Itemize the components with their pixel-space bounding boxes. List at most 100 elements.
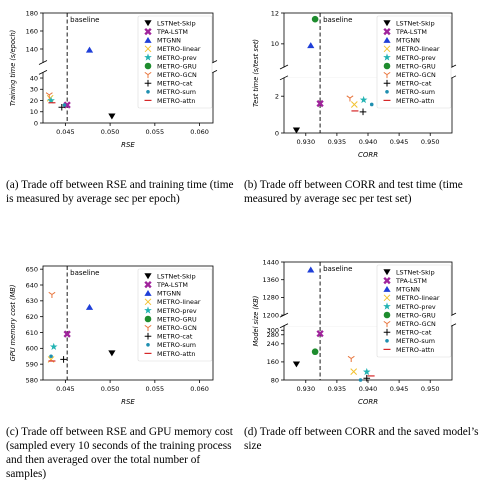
chart-a: 0.045 0.050 0.055 0.060 0 10 20 30 40 140 160 180 RS… xyxy=(9,9,218,149)
y-tick-label-d-1: 160 xyxy=(267,358,279,366)
x-tick-label-c-1: 0.050 xyxy=(101,385,120,393)
x-tick-label-a-2: 0.055 xyxy=(146,128,165,136)
x-tick-label-b-0: 0.930 xyxy=(296,138,315,146)
legend-label-c-lstnet-skip: LSTNet-Skip xyxy=(157,272,196,280)
legend-label-c-metro-cat: METRO-cat xyxy=(157,333,193,341)
y-tick-label-c-0: 580 xyxy=(26,376,38,384)
x-tick-label-a-1: 0.050 xyxy=(101,128,120,136)
legend-marker-d-metro-linear xyxy=(383,294,391,302)
point-d-mtgnn xyxy=(307,266,315,273)
legend-label-c-metro-attn: METRO-attn xyxy=(157,350,195,358)
y-tick-label-b-2: 10 xyxy=(271,40,279,48)
legend-a: LSTNet-SkipTPA-LSTMMTGNNMETRO-linearMETR… xyxy=(137,15,213,109)
legend-marker-a-metro-sum xyxy=(146,90,150,94)
x-tick-label-d-2: 0.940 xyxy=(359,385,378,393)
point-d-metro-prev xyxy=(362,367,371,376)
point-d-metro-cat xyxy=(363,374,371,382)
x-tick-label-b-4: 0.950 xyxy=(421,138,440,146)
y-tick-label-b-1: 2 xyxy=(275,93,279,101)
y-tick-label-b-0: 0 xyxy=(275,129,279,137)
legend-marker-b-lstnet-skip xyxy=(383,20,391,27)
legend-label-a-metro-prev: METRO-prev xyxy=(157,54,197,62)
point-c-metro-prev xyxy=(49,342,58,350)
legend-marker-c-metro-gcn xyxy=(144,324,152,332)
point-d-metro-linear xyxy=(350,368,358,375)
legend-marker-a-lstnet-skip xyxy=(144,20,152,27)
point-d-metro-sum xyxy=(358,378,363,382)
x-tick-label-b-1: 0.935 xyxy=(328,138,347,146)
legend-marker-a-metro-linear xyxy=(144,45,152,53)
legend-marker-b-metro-linear xyxy=(383,45,391,53)
y-tick-label-c-7: 650 xyxy=(26,265,38,273)
legend-marker-c-metro-sum xyxy=(146,343,150,347)
point-a-tpa-lstm xyxy=(63,101,71,109)
legend-label-c-tpa-lstm: TPA-LSTM xyxy=(156,281,188,289)
legend-marker-a-metro-cat xyxy=(144,79,152,87)
point-c-metro-gcn xyxy=(48,291,56,298)
legend-marker-c-tpa-lstm xyxy=(144,280,152,289)
legend-marker-d-lstnet-skip xyxy=(383,269,391,276)
y-axis-label-b: Test time (s/test set) xyxy=(252,39,260,107)
legend-label-c-metro-sum: METRO-sum xyxy=(157,341,196,349)
y-tick-label-d-7: 1360 xyxy=(262,276,279,284)
y-tick-label-a-6: 160 xyxy=(26,27,38,35)
legend-marker-a-metro-prev xyxy=(144,53,152,61)
y-tick-label-d-8: 1440 xyxy=(262,258,279,266)
point-c-tpa-lstm xyxy=(63,330,71,338)
point-b-metro-gcn xyxy=(346,95,354,102)
point-d-lstnet-skip xyxy=(292,361,301,368)
x-tick-label-a-3: 0.060 xyxy=(190,128,209,136)
legend-marker-a-mtgnn xyxy=(144,36,152,43)
y-tick-label-d-3: 280 xyxy=(267,331,279,339)
legend-label-d-metro-attn: METRO-attn xyxy=(396,346,434,354)
x-axis-label-b: CORR xyxy=(358,151,378,159)
y-tick-label-a-3: 30 xyxy=(30,86,38,94)
baseline-label-b: baseline xyxy=(323,16,352,24)
x-tick-label-d-4: 0.950 xyxy=(421,385,440,393)
point-d-metro-gcn xyxy=(347,355,355,363)
point-a-metro-prev xyxy=(47,96,55,104)
point-a-lstnet-skip xyxy=(108,113,116,120)
legend-label-d-metro-gcn: METRO-GCN xyxy=(396,320,436,328)
legend-label-d-tpa-lstm: TPA-LSTM xyxy=(395,277,427,285)
caption-c: (c) Trade off between RSE and GPU memory… xyxy=(6,426,233,480)
legend-d: LSTNet-SkipTPA-LSTMMTGNNMETRO-linearMETR… xyxy=(376,264,452,358)
legend-label-c-metro-gcn: METRO-GCN xyxy=(157,324,197,332)
y-tick-label-d-0: 80 xyxy=(271,376,279,384)
legend-marker-a-metro-gru xyxy=(144,62,152,70)
y-tick-label-c-2: 600 xyxy=(26,345,38,353)
caption-a: (a) Trade off between RSE and training t… xyxy=(6,179,234,205)
legend-label-a-metro-linear: METRO-linear xyxy=(157,45,201,53)
legend-label-a-metro-attn: METRO-attn xyxy=(157,97,195,105)
legend-marker-d-mtgnn xyxy=(383,285,391,292)
legend-label-b-metro-sum: METRO-sum xyxy=(396,88,435,96)
chart-c: 0.045 0.050 0.055 0.060 580 590 600 610 620 630 64… xyxy=(9,265,214,406)
legend-label-c-mtgnn: MTGNN xyxy=(157,290,181,298)
y-tick-label-a-5: 140 xyxy=(26,45,38,53)
point-c-lstnet-skip xyxy=(108,350,116,357)
y-tick-label-c-6: 640 xyxy=(26,281,38,289)
x-axis-label-c: RSE xyxy=(121,398,135,406)
point-c-metro-cat xyxy=(60,356,67,363)
legend-label-b-metro-gcn: METRO-GCN xyxy=(396,71,436,79)
y-tick-label-d-6: 1280 xyxy=(262,294,279,302)
x-tick-label-c-2: 0.055 xyxy=(146,385,165,393)
caption-d: (d) Trade off between CORR and the saved… xyxy=(244,426,479,452)
legend-label-c-metro-gru: METRO-GRU xyxy=(157,315,197,323)
legend-label-d-metro-gru: METRO-GRU xyxy=(396,311,436,319)
y-tick-label-c-1: 590 xyxy=(26,360,38,368)
legend-label-b-metro-prev: METRO-prev xyxy=(396,54,436,62)
x-tick-label-b-2: 0.940 xyxy=(359,138,378,146)
legend-label-a-metro-gcn: METRO-GCN xyxy=(157,71,197,79)
legend-marker-a-metro-gcn xyxy=(144,71,152,79)
point-c-mtgnn xyxy=(85,303,94,310)
legend-label-c-metro-linear: METRO-linear xyxy=(157,298,201,306)
x-tick-label-b-3: 0.945 xyxy=(390,138,409,146)
x-tick-label-d-1: 0.935 xyxy=(328,385,347,393)
legend-label-d-metro-linear: METRO-linear xyxy=(396,294,440,302)
y-tick-label-a-7: 180 xyxy=(26,9,38,17)
legend-marker-c-metro-gru xyxy=(144,315,152,323)
